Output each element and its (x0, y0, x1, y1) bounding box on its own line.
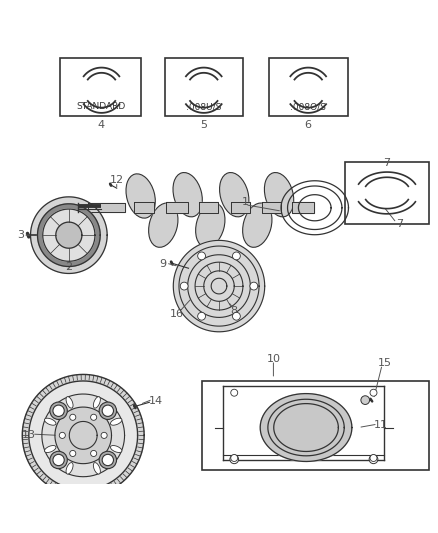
Circle shape (180, 282, 188, 290)
Ellipse shape (66, 463, 73, 474)
Circle shape (99, 402, 117, 419)
Polygon shape (173, 240, 265, 332)
Circle shape (233, 252, 240, 260)
Circle shape (99, 451, 117, 469)
Circle shape (370, 389, 377, 396)
Circle shape (70, 414, 76, 421)
Circle shape (91, 450, 97, 456)
Ellipse shape (45, 418, 56, 425)
Polygon shape (292, 202, 314, 213)
Polygon shape (55, 407, 112, 464)
Ellipse shape (126, 174, 155, 218)
Polygon shape (42, 394, 124, 477)
Circle shape (198, 312, 205, 320)
Ellipse shape (219, 173, 249, 217)
Polygon shape (134, 202, 154, 213)
Polygon shape (231, 202, 251, 213)
Text: STANDARD: STANDARD (77, 102, 126, 111)
Text: 14: 14 (149, 395, 163, 406)
Circle shape (53, 454, 64, 466)
Polygon shape (29, 381, 138, 490)
Polygon shape (43, 209, 95, 261)
Ellipse shape (45, 446, 56, 453)
Polygon shape (56, 222, 82, 248)
Circle shape (53, 405, 64, 416)
Ellipse shape (66, 397, 73, 408)
Ellipse shape (196, 203, 225, 247)
Circle shape (369, 455, 378, 464)
Circle shape (59, 432, 65, 439)
Text: 10: 10 (266, 354, 280, 364)
Text: 16: 16 (170, 309, 184, 319)
Polygon shape (88, 204, 125, 212)
Circle shape (102, 454, 113, 466)
Text: 8: 8 (231, 306, 238, 316)
Text: 9: 9 (160, 260, 167, 269)
Ellipse shape (110, 418, 122, 425)
Ellipse shape (93, 397, 100, 408)
Polygon shape (199, 202, 218, 213)
Circle shape (91, 414, 97, 421)
Circle shape (231, 455, 238, 462)
Bar (202, 381, 429, 470)
Circle shape (102, 405, 113, 416)
Circle shape (70, 450, 76, 456)
Text: .008O/S: .008O/S (290, 102, 326, 111)
Text: 5: 5 (200, 120, 207, 130)
Circle shape (250, 282, 258, 290)
Polygon shape (166, 202, 187, 213)
Text: 7: 7 (396, 219, 403, 229)
Circle shape (370, 455, 377, 462)
Circle shape (50, 451, 67, 469)
Bar (165, 58, 243, 116)
Text: 3: 3 (17, 230, 24, 240)
Text: 12: 12 (110, 175, 124, 185)
Text: 4: 4 (98, 120, 105, 130)
Bar (60, 58, 141, 116)
Text: 2: 2 (65, 262, 72, 272)
Circle shape (101, 432, 107, 439)
Text: 7: 7 (383, 158, 391, 168)
Ellipse shape (93, 463, 100, 474)
Ellipse shape (148, 203, 178, 247)
Circle shape (230, 455, 239, 464)
Text: 6: 6 (305, 120, 312, 130)
Polygon shape (22, 375, 144, 496)
Ellipse shape (173, 173, 202, 217)
Text: 13: 13 (21, 430, 35, 440)
Text: 1: 1 (242, 197, 249, 207)
Circle shape (50, 402, 67, 419)
Ellipse shape (265, 173, 294, 217)
Ellipse shape (243, 203, 272, 247)
Circle shape (361, 396, 370, 405)
Text: 15: 15 (378, 358, 392, 368)
Circle shape (231, 389, 238, 396)
Polygon shape (260, 393, 352, 462)
Text: 11: 11 (374, 421, 388, 430)
Circle shape (198, 252, 205, 260)
Ellipse shape (110, 446, 122, 453)
Polygon shape (38, 204, 100, 266)
Polygon shape (261, 202, 281, 213)
Circle shape (233, 312, 240, 320)
Text: .008U/S: .008U/S (186, 102, 222, 111)
Bar (345, 162, 429, 224)
Polygon shape (31, 197, 107, 273)
Bar (269, 58, 348, 116)
